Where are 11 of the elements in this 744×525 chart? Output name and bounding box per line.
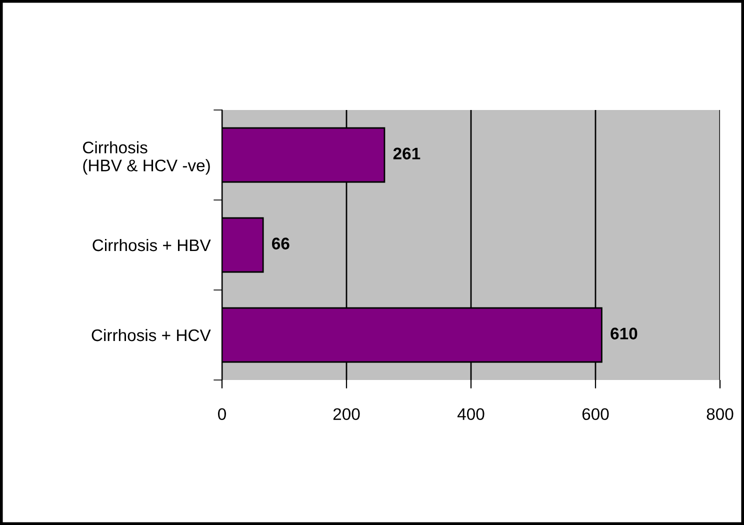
data-label: 610 — [610, 328, 638, 340]
x-tick-label: 800 — [706, 408, 734, 420]
x-tick-label: 600 — [582, 408, 609, 420]
data-label: 66 — [272, 238, 290, 250]
data-label: 261 — [393, 148, 420, 160]
x-tick-label: 400 — [457, 408, 484, 420]
y-tick-label: Cirrhosis + HBV — [92, 238, 211, 252]
x-tick-label: 0 — [218, 408, 226, 420]
y-tick-label: Cirrhosis + HCV — [92, 328, 211, 342]
y-tick-label: Cirrhosis (HBV & HCV -ve) — [83, 141, 210, 175]
x-tick-label: 200 — [333, 408, 360, 420]
